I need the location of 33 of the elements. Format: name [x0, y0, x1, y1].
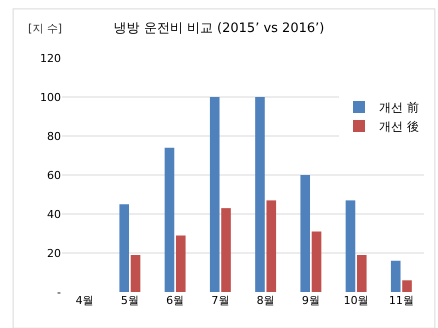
y-tick-label: 80: [47, 130, 61, 143]
x-tick-label: 10월: [344, 294, 369, 307]
bar: [266, 200, 276, 292]
chart-title: 냉방 운전비 비교 (2015’ vs 2016’): [114, 21, 324, 36]
y-tick-label: 40: [47, 208, 61, 221]
y-tick-label: -: [57, 286, 62, 299]
bar: [221, 208, 231, 292]
bar: [356, 254, 367, 292]
bar: [402, 280, 412, 292]
y-tick-label: 60: [47, 168, 61, 182]
bar: [346, 200, 356, 292]
bar: [176, 235, 186, 292]
x-tick-label: 7월: [211, 294, 230, 307]
x-tick-label: 11월: [388, 294, 414, 307]
x-tick-label: 8월: [256, 294, 275, 307]
y-axis-title: [지 수]: [28, 22, 62, 35]
x-tick-label: 6월: [166, 294, 184, 307]
bar: [164, 148, 174, 292]
y-tick-label: 120: [40, 52, 61, 65]
bar: [312, 232, 322, 292]
bar: [210, 97, 220, 292]
bar: [300, 175, 310, 292]
bar: [119, 204, 130, 292]
legend-label: 개선 後: [379, 120, 419, 134]
x-tick-label: 4월: [76, 294, 94, 307]
legend-label: 개선 前: [379, 100, 419, 115]
bar: [130, 254, 140, 292]
y-tick-label: 20: [47, 246, 61, 260]
bar: [390, 260, 401, 292]
y-tick-label: 100: [40, 90, 61, 104]
x-tick-label: 5월: [120, 294, 139, 307]
bar: [255, 97, 265, 292]
x-tick-label: 9월: [302, 294, 320, 307]
